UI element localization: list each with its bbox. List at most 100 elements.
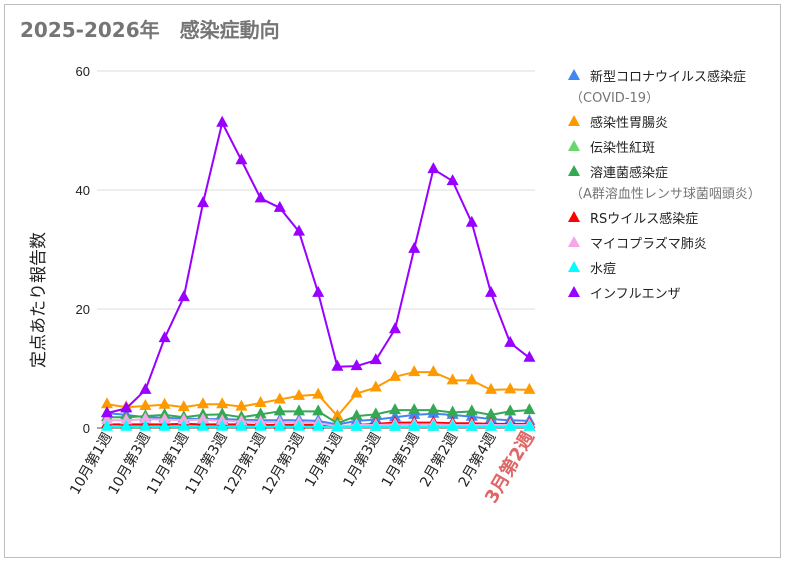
legend-label: 水痘 (590, 262, 617, 277)
legend-sublabel: （COVID-19） (570, 91, 660, 106)
data-point-6 (350, 419, 363, 431)
data-point-7 (273, 200, 286, 212)
data-point-1 (312, 387, 325, 399)
data-point-5 (216, 413, 229, 425)
data-point-5 (120, 413, 133, 425)
legend-item[interactable]: 感染性胃腸炎 (568, 112, 761, 131)
data-point-3 (369, 407, 382, 419)
data-point-7 (350, 359, 363, 371)
data-point-6 (177, 419, 190, 431)
y-axis-label: 定点あたり報告数 (29, 232, 49, 368)
data-point-6 (408, 419, 421, 431)
triangle-icon (568, 115, 580, 126)
data-point-1 (465, 373, 478, 385)
legend-label: RSウイルス感染症 (590, 212, 699, 227)
triangle-icon (568, 165, 580, 176)
data-point-7 (254, 191, 267, 203)
data-point-1 (216, 397, 229, 409)
data-point-6 (273, 419, 286, 431)
x-tick-label: 1月第5週 (378, 430, 423, 490)
x-tick-label: 2月第2週 (416, 430, 461, 490)
data-point-6 (120, 419, 133, 431)
legend-item[interactable]: RSウイルス感染症 (568, 208, 761, 227)
data-point-7 (235, 153, 248, 165)
data-point-5 (158, 412, 171, 424)
data-point-7 (369, 353, 382, 365)
data-point-1 (523, 382, 536, 394)
data-point-6 (465, 419, 478, 431)
data-point-5 (197, 412, 209, 424)
data-point-1 (254, 396, 267, 408)
y-tick-label: 40 (76, 183, 90, 198)
data-point-7 (158, 331, 171, 343)
data-point-6 (504, 419, 517, 431)
data-point-3 (408, 403, 421, 415)
triangle-icon (568, 261, 580, 272)
triangle-icon (568, 140, 580, 151)
data-point-7 (485, 285, 497, 297)
data-point-6 (216, 419, 229, 431)
data-point-1 (293, 388, 305, 400)
data-point-6 (389, 419, 401, 431)
data-point-1 (427, 365, 440, 377)
data-point-3 (389, 403, 401, 415)
data-point-6 (312, 419, 325, 431)
data-point-1 (369, 380, 382, 392)
legend-label: 溶連菌感染症 (590, 166, 669, 181)
legend-item[interactable]: 溶連菌感染症 （A群溶血性レンサ球菌咽頭炎） (568, 162, 761, 202)
triangle-icon (568, 286, 580, 297)
data-point-1 (485, 382, 497, 394)
data-point-7 (216, 115, 229, 127)
legend-item[interactable]: 水痘 (568, 258, 761, 277)
data-point-6 (427, 419, 440, 431)
legend-item[interactable]: インフルエンザ (568, 283, 761, 302)
data-point-6 (523, 419, 536, 431)
data-point-6 (235, 419, 248, 431)
data-point-7 (427, 162, 440, 174)
data-point-7 (293, 224, 305, 236)
data-point-7 (389, 322, 401, 334)
data-point-3 (446, 405, 459, 417)
data-point-1 (350, 386, 363, 398)
data-point-7 (197, 196, 209, 208)
data-point-1 (446, 373, 459, 385)
legend-label: 新型コロナウイルス感染症 (590, 70, 747, 85)
triangle-icon (568, 236, 580, 247)
data-point-1 (139, 398, 152, 410)
data-point-3 (350, 409, 363, 421)
data-point-6 (158, 419, 171, 431)
data-point-7 (504, 335, 517, 347)
legend-item[interactable]: マイコプラズマ肺炎 (568, 233, 761, 252)
y-tick-label: 0 (83, 421, 90, 436)
data-point-1 (408, 365, 421, 377)
series-line-7 (106, 119, 531, 415)
data-point-7 (465, 215, 478, 227)
triangle-icon (568, 211, 580, 222)
legend-label: 伝染性紅斑 (590, 141, 656, 156)
data-point-1 (235, 399, 248, 411)
legend-item[interactable]: 伝染性紅斑 (568, 137, 761, 156)
data-point-3 (523, 403, 536, 415)
legend-label: マイコプラズマ肺炎 (590, 237, 707, 252)
data-point-3 (312, 404, 325, 416)
data-point-3 (485, 407, 497, 419)
data-point-7 (331, 359, 344, 371)
data-point-1 (389, 369, 401, 381)
legend-item[interactable]: 新型コロナウイルス感染症 （COVID-19） (568, 66, 761, 106)
data-point-7 (523, 350, 536, 362)
y-tick-label: 60 (76, 64, 90, 79)
data-point-1 (273, 392, 286, 404)
data-point-7 (177, 290, 190, 302)
data-point-7 (446, 174, 459, 186)
data-point-7 (101, 406, 113, 418)
data-point-1 (177, 400, 190, 412)
chart-frame (4, 4, 781, 558)
data-point-6 (485, 419, 497, 431)
data-point-3 (504, 404, 517, 416)
data-point-5 (101, 413, 113, 425)
data-point-5 (177, 413, 190, 425)
data-point-3 (293, 404, 305, 416)
legend: 新型コロナウイルス感染症 （COVID-19） 感染性胃腸炎 伝染性紅斑 溶連菌感染症 （… (568, 66, 761, 308)
data-point-6 (254, 419, 267, 431)
